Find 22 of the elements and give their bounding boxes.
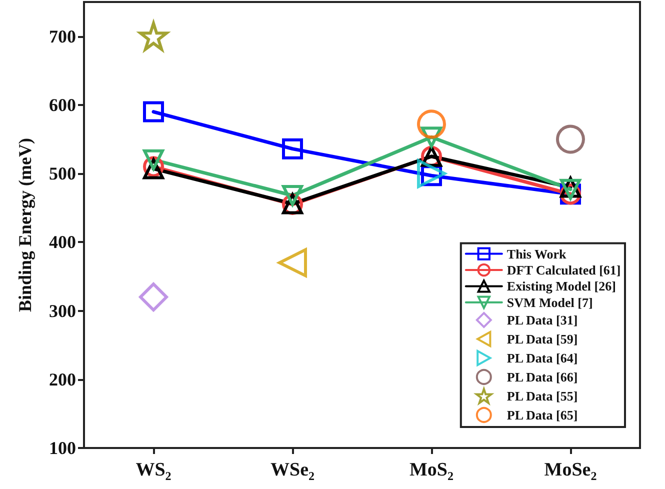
point (143, 101, 164, 122)
y-tick-label: 400 (49, 232, 76, 252)
y-tick-label: 100 (49, 438, 76, 458)
point (143, 149, 164, 170)
legend-label: PL Data [59] (506, 332, 578, 346)
y-tick-label: 700 (49, 26, 76, 46)
legend-label: Existing Model [26] (506, 278, 616, 294)
legend-label: PL Data [31] (506, 312, 578, 328)
legend-label: DFT Calculated [61] (506, 262, 621, 278)
y-tick-label: 500 (49, 164, 76, 184)
y-axis-title: Binding Energy (meV) (15, 138, 35, 312)
legend-label: This Work (506, 246, 568, 262)
y-tick-label: 200 (49, 369, 76, 390)
legend-label: PL Data [55] (506, 388, 578, 404)
legend-label: PL Data [64] (506, 350, 578, 366)
legend-label: PL Data [65] (506, 408, 578, 422)
point (139, 282, 168, 312)
y-tick-label: 300 (49, 300, 76, 321)
legend-label: PL Data [66] (506, 370, 578, 384)
y-tick-label: 600 (49, 94, 76, 115)
point (282, 138, 303, 160)
legend-label: SVM Model [7] (506, 294, 593, 310)
